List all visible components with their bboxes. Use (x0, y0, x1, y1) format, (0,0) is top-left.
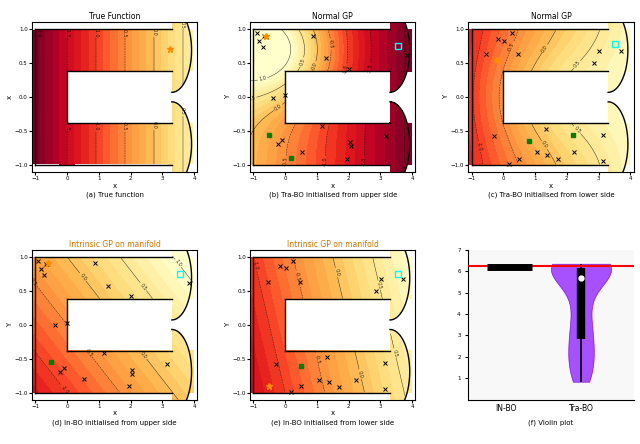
Text: 0.5: 0.5 (392, 349, 398, 357)
X-axis label: x: x (331, 410, 335, 416)
Text: 0.0: 0.0 (274, 103, 283, 111)
Text: -2.0: -2.0 (36, 28, 40, 37)
Text: 0.5: 0.5 (573, 125, 582, 135)
Text: -1.0: -1.0 (476, 141, 483, 151)
Y-axis label: x: x (7, 95, 13, 99)
Text: 0.0: 0.0 (357, 370, 364, 378)
Text: -1.0: -1.0 (93, 28, 99, 37)
Y-axis label: Y: Y (225, 95, 231, 99)
Text: -1.5: -1.5 (362, 157, 367, 166)
Text: -1.0: -1.0 (93, 121, 99, 131)
Text: 0.0: 0.0 (311, 61, 318, 70)
X-axis label: x: x (549, 182, 553, 189)
Text: (e) In-BO initialised from lower side: (e) In-BO initialised from lower side (271, 420, 394, 426)
X-axis label: x: x (113, 182, 116, 189)
Text: -2.0: -2.0 (402, 164, 407, 174)
Text: -0.5: -0.5 (28, 276, 38, 287)
Text: -0.5: -0.5 (84, 347, 93, 358)
Text: -1.5: -1.5 (65, 28, 70, 37)
Y-axis label: Y: Y (444, 95, 449, 99)
Text: (c) Tra-BO initialised from lower side: (c) Tra-BO initialised from lower side (488, 192, 614, 198)
Text: 1.0: 1.0 (174, 259, 182, 268)
X-axis label: x: x (113, 410, 116, 416)
Y-axis label: Y: Y (225, 323, 231, 327)
Text: -1.5: -1.5 (65, 121, 70, 130)
Text: 0.5: 0.5 (376, 281, 383, 289)
Text: 0.0: 0.0 (540, 140, 548, 150)
Text: -0.5: -0.5 (122, 121, 127, 131)
Text: 0.0: 0.0 (151, 28, 156, 36)
Text: 0.0: 0.0 (151, 121, 156, 129)
Text: 0.5: 0.5 (573, 60, 582, 69)
Text: 0.5: 0.5 (180, 107, 185, 115)
Title: True Function: True Function (89, 12, 140, 21)
Y-axis label: Y: Y (7, 323, 13, 327)
Text: -0.5: -0.5 (328, 39, 333, 49)
Title: Intrinsic GP on manifold: Intrinsic GP on manifold (287, 240, 379, 249)
Text: 0.5: 0.5 (299, 58, 306, 67)
Text: 0.0: 0.0 (541, 44, 549, 53)
Text: -1.0: -1.0 (60, 384, 69, 395)
Text: -1.0: -1.0 (323, 157, 328, 166)
X-axis label: x: x (331, 182, 335, 189)
Text: 0.0: 0.0 (78, 272, 87, 281)
Text: 1.0: 1.0 (259, 75, 267, 83)
Text: (a) True function: (a) True function (86, 192, 143, 198)
Text: -1.0: -1.0 (252, 261, 259, 271)
Text: -2.0: -2.0 (403, 69, 407, 78)
Text: 0.0: 0.0 (333, 268, 340, 277)
Text: -0.5: -0.5 (283, 157, 289, 166)
Text: -0.5: -0.5 (122, 28, 127, 37)
Text: 0.5: 0.5 (248, 95, 256, 102)
Text: (f) Violin plot: (f) Violin plot (529, 420, 573, 426)
Title: Normal GP: Normal GP (531, 12, 572, 21)
Text: 0.0: 0.0 (140, 351, 148, 360)
Text: -0.5: -0.5 (294, 271, 301, 281)
Text: -0.5: -0.5 (314, 354, 321, 364)
Text: (b) Tra-BO initialised from upper side: (b) Tra-BO initialised from upper side (269, 192, 397, 198)
Title: Intrinsic GP on manifold: Intrinsic GP on manifold (68, 240, 161, 249)
Text: 0.5: 0.5 (139, 282, 148, 291)
Text: -1.5: -1.5 (367, 63, 373, 73)
Text: -1.0: -1.0 (343, 64, 349, 74)
Text: 0.5: 0.5 (180, 20, 185, 28)
Text: (d) In-BO initialised from upper side: (d) In-BO initialised from upper side (52, 420, 177, 426)
Title: Normal GP: Normal GP (312, 12, 353, 21)
Text: -0.5: -0.5 (508, 42, 516, 52)
